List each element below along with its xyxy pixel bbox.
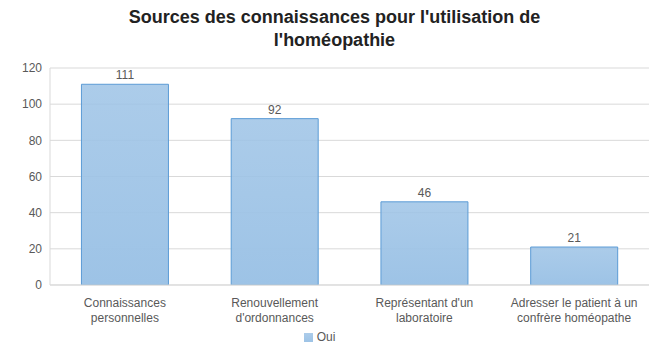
svg-text:Connaissancespersonnelles: Connaissancespersonnelles <box>84 296 166 325</box>
html-text:Sources des connaissances pour: Sources des connaissances pour l'utilisa… <box>128 7 541 50</box>
svg-text:Adresser le patient à unconfrè: Adresser le patient à unconfrère homéopa… <box>511 296 638 325</box>
svg-text:40: 40 <box>29 206 43 220</box>
svg-text:92: 92 <box>268 103 282 117</box>
svg-text:80: 80 <box>29 134 43 148</box>
svg-text:111: 111 <box>116 68 135 82</box>
svg-text:46: 46 <box>418 186 432 200</box>
svg-text:100: 100 <box>22 97 42 111</box>
svg-text:Représentant d'unlaboratoire: Représentant d'unlaboratoire <box>376 296 474 325</box>
html-text:Oui: Oui <box>316 330 336 344</box>
svg-text:20: 20 <box>29 242 43 256</box>
svg-text:0: 0 <box>35 278 42 292</box>
svg-text:21: 21 <box>568 231 582 245</box>
svg-text:Renouvellementd'ordonnances: Renouvellementd'ordonnances <box>231 296 318 325</box>
svg-text:60: 60 <box>29 170 43 184</box>
svg-text:120: 120 <box>22 61 42 75</box>
